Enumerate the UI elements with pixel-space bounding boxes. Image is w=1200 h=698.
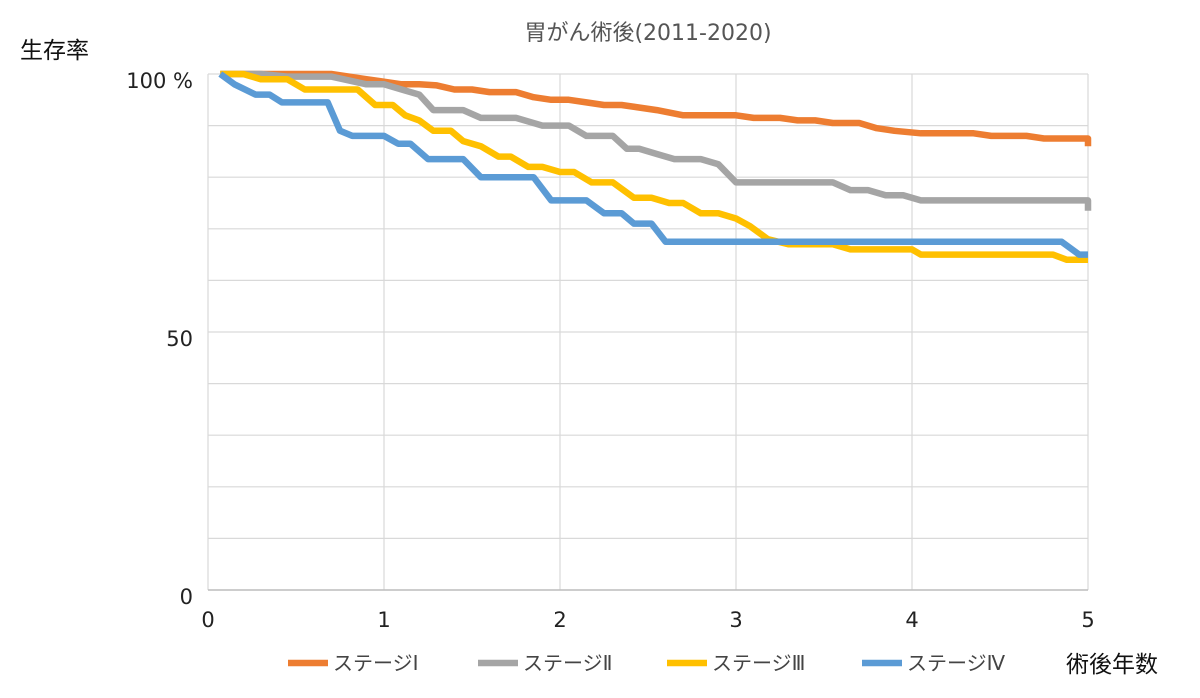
legend-item-1: ステージⅠ [288,651,419,675]
x-tick-label: 0 [201,608,214,632]
gridlines [207,73,1089,591]
x-tick-label: 5 [1081,608,1094,632]
legend-label: ステージⅠ [333,651,419,675]
series-lines [218,70,1092,264]
series-line-4 [218,71,1088,258]
x-tick-label: 4 [905,608,918,632]
legend-label: ステージⅣ [907,651,1006,675]
legend-item-2: ステージⅡ [478,651,612,675]
x-axis-label: 術後年数 [1066,652,1158,678]
legend-label: ステージⅡ [523,651,612,675]
series-line-3 [220,70,1088,264]
chart-title: 胃がん術後(2011-2020) [524,21,771,46]
y-axis-label: 生存率 [20,38,89,64]
legend-label: ステージⅢ [712,651,805,675]
x-tick-label: 3 [729,608,742,632]
y-tick-label: 0 [180,585,193,609]
tick-labels: 0 1 2 3 4 5 100 % 50 0 [126,69,1094,632]
x-tick-label: 1 [377,608,390,632]
legend-item-4: ステージⅣ [862,651,1006,675]
series-line-2 [220,70,1092,211]
y-tick-label: 100 % [126,69,193,93]
legend: ステージⅠ ステージⅡ ステージⅢ ステージⅣ [288,651,1006,675]
series-line-1 [220,70,1092,147]
x-tick-label: 2 [553,608,566,632]
y-tick-label: 50 [166,327,193,351]
legend-item-3: ステージⅢ [667,651,805,675]
